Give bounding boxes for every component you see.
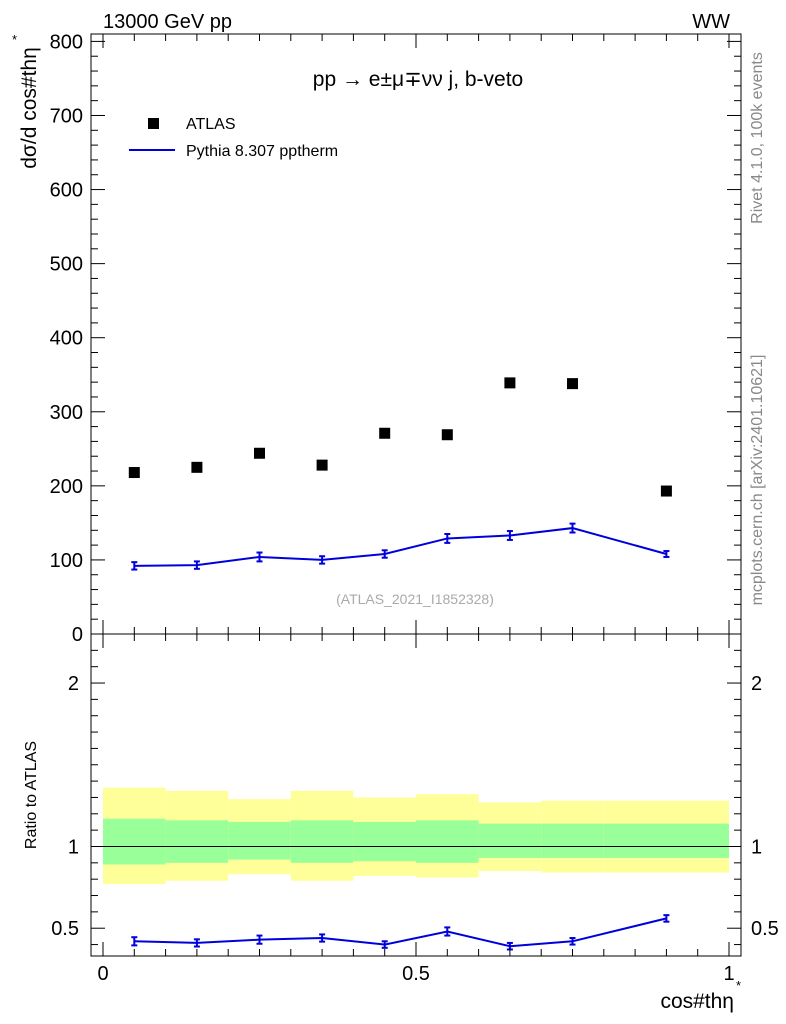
mcplots-label: mcplots.cern.ch [arXiv:2401.10621]	[749, 355, 766, 606]
ratio-inner-band	[228, 821, 291, 860]
ratio-y-tick-label-right: 1	[751, 836, 762, 858]
ratio-y-tick-label-left: 1	[68, 836, 79, 858]
atlas-data-point	[191, 461, 203, 473]
ratio-inner-band	[541, 823, 604, 858]
main-y-tick-label: 100	[50, 550, 83, 572]
main-y-tick-label: 200	[50, 476, 83, 498]
header-right: WW	[692, 11, 730, 33]
main-y-tick-label: 800	[50, 31, 83, 53]
ratio-panel: 0 0.5 1 0.5 0.5 1 1 2 2	[51, 633, 779, 985]
main-y-tick-label: 0	[72, 624, 83, 646]
main-y-tick-label: 300	[50, 402, 83, 424]
y-axis-label-star: *	[12, 32, 17, 47]
rivet-label: Rivet 4.1.0, 100k events	[749, 52, 766, 224]
legend-pythia-label: Pythia 8.307 pptherm	[186, 143, 338, 160]
ratio-series	[131, 914, 670, 951]
atlas-data-point	[379, 427, 391, 439]
ratio-y-tick-label-right: 0.5	[751, 918, 779, 940]
ratio-axis-label: Ratio to ATLAS	[23, 741, 40, 849]
ratio-x-tick-label: 0	[97, 963, 108, 985]
ratio-y-tick-label-left: 2	[68, 673, 79, 695]
pythia-line	[134, 527, 667, 567]
ratio-y-tick-label-right: 2	[751, 673, 762, 695]
main-title: pp → e±μ∓νν j, b-veto	[313, 68, 523, 91]
atlas-data-point	[254, 447, 265, 459]
ratio-x-tick-label: 1	[723, 963, 734, 985]
ratio-inner-band	[603, 823, 729, 858]
ratio-inner-band	[165, 820, 229, 863]
ratio-y-tick-label-left: 0.5	[51, 918, 79, 940]
atlas-data-point	[441, 429, 453, 441]
atlas-data-point	[504, 377, 516, 389]
legend-atlas-marker	[148, 118, 159, 129]
ratio-inner-band	[353, 821, 416, 862]
atlas-data-point	[316, 459, 328, 471]
ratio-inner-band	[416, 820, 479, 863]
atlas-data-point	[567, 378, 578, 390]
main-y-tick-label: 600	[50, 180, 83, 202]
y-axis-label: dσ/d cos#thη	[18, 47, 41, 169]
x-axis-label: cos#thη	[660, 990, 734, 1013]
ratio-inner-band	[103, 818, 166, 865]
atlas-data-point	[660, 485, 672, 497]
main-y-tick-label: 500	[50, 254, 83, 276]
ratio-x-tick-label: 0.5	[402, 963, 430, 985]
x-axis-label-star: *	[736, 978, 741, 993]
main-panel: 0 100 200 300 400 500 600 700 800	[50, 31, 742, 646]
ratio-line	[134, 917, 667, 948]
atlas-data-point	[128, 467, 140, 479]
legend: ATLAS Pythia 8.307 pptherm	[129, 116, 338, 160]
ratio-inner-band	[478, 823, 542, 858]
header-left: 13000 GeV pp	[103, 11, 232, 33]
main-y-tick-label: 400	[50, 328, 83, 350]
ratio-inner-band	[290, 820, 354, 863]
legend-atlas-label: ATLAS	[186, 116, 236, 133]
watermark: (ATLAS_2021_I1852328)	[336, 591, 494, 607]
main-y-tick-label: 700	[50, 105, 83, 127]
